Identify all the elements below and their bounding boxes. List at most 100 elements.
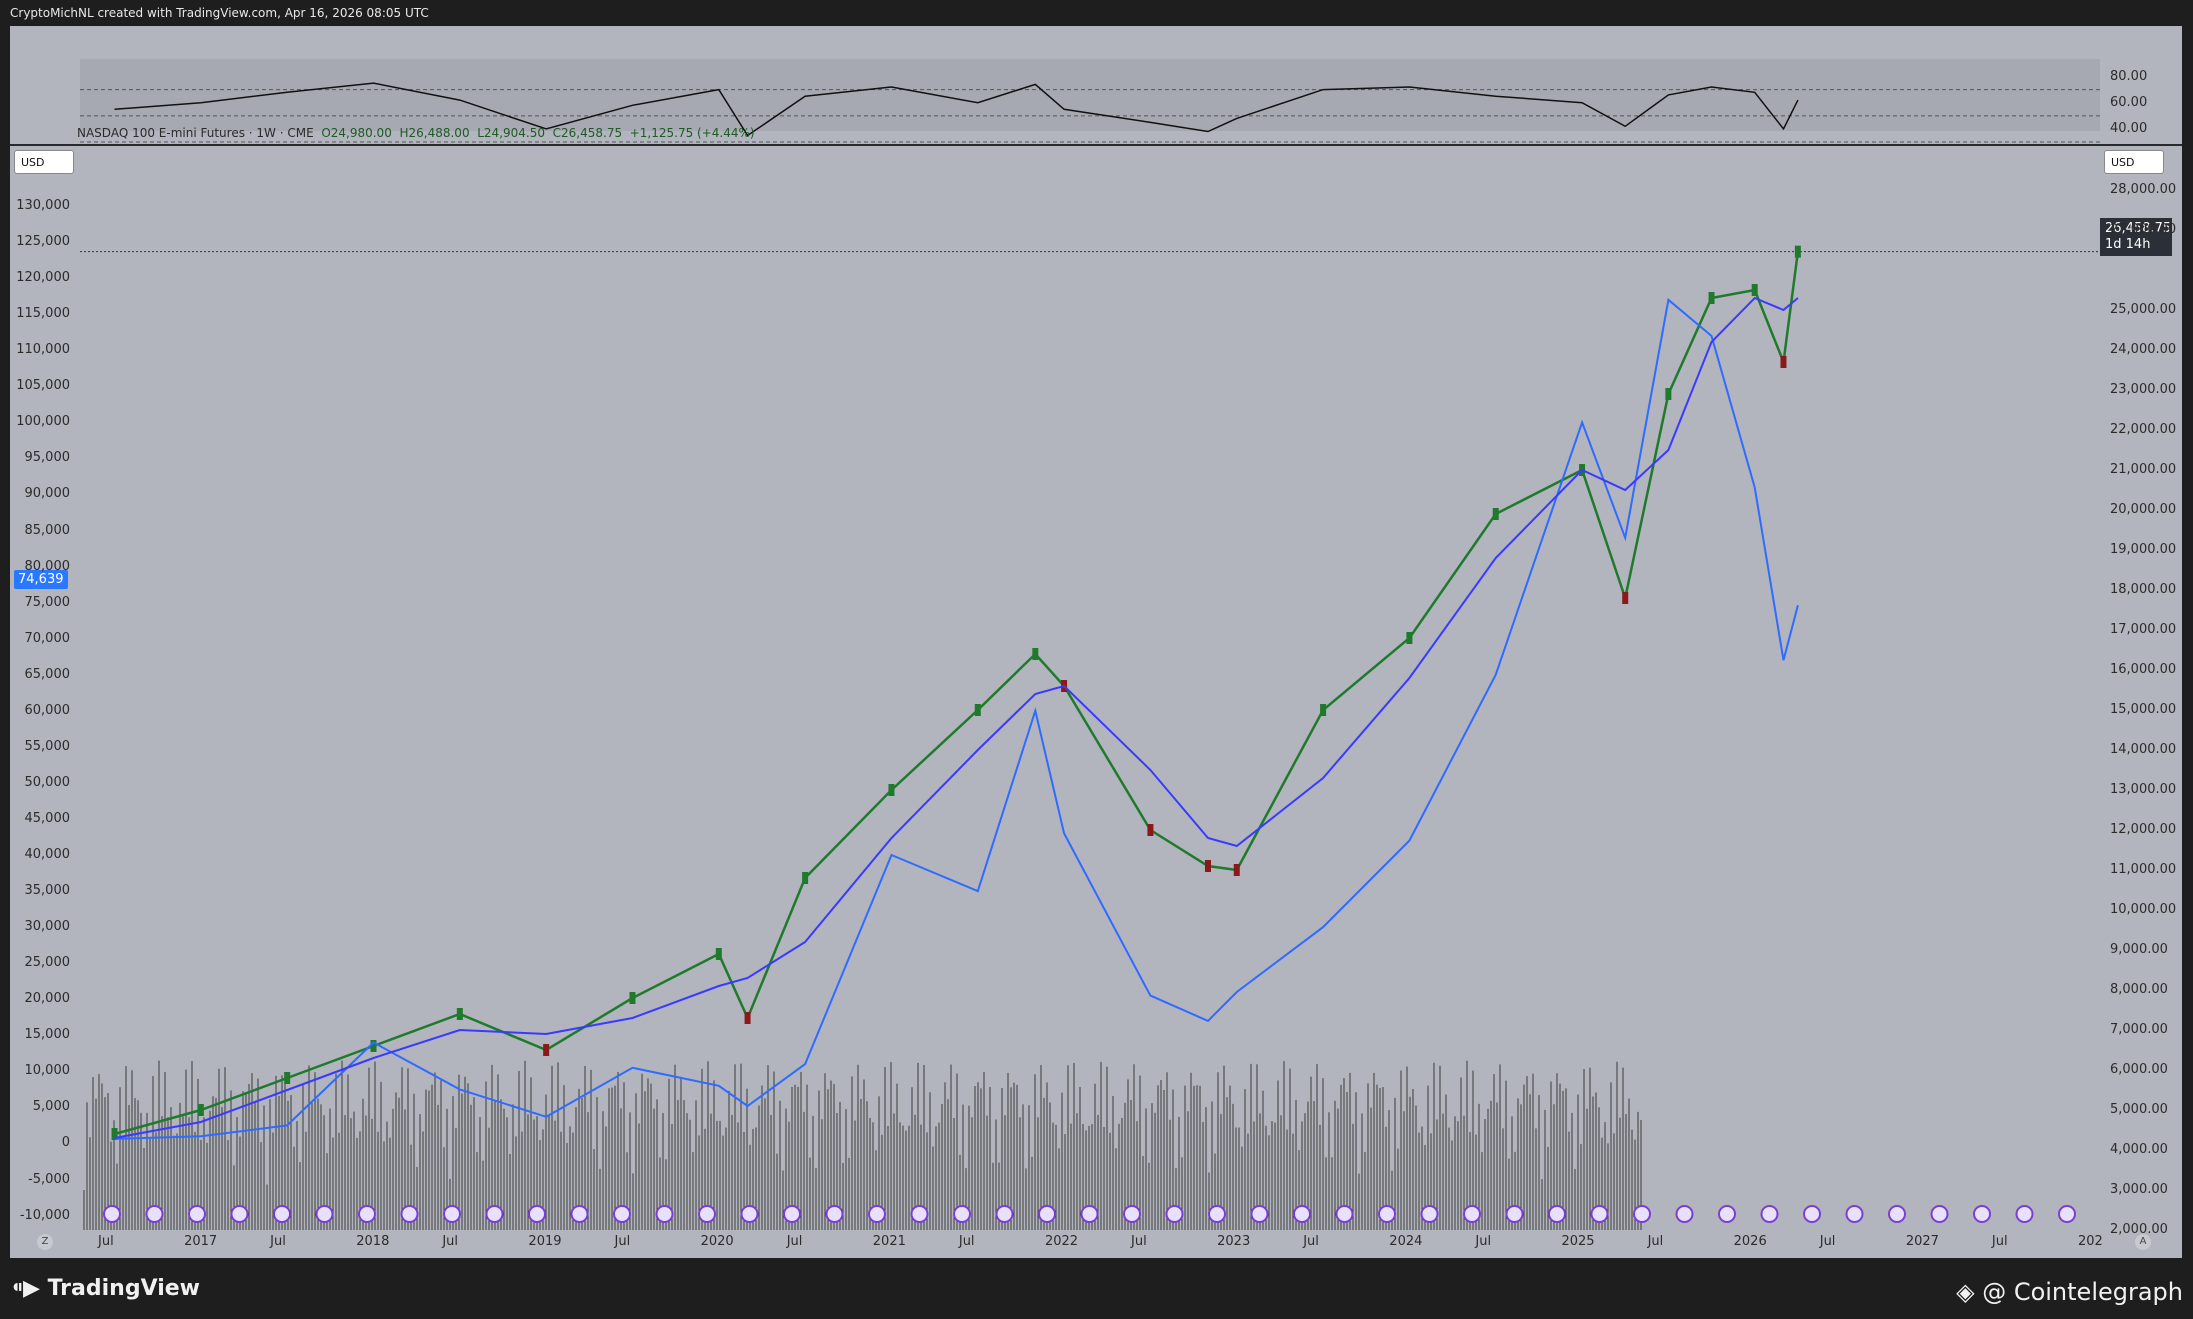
legend-open: O24,980.00 [321,126,392,140]
currency-right[interactable]: USD [2104,150,2164,174]
candle [543,1044,550,1056]
footer-bar [0,1258,2193,1319]
right-axis-label: 21,000.00 [2110,462,2177,477]
time-axis-label: Jul [1303,1234,1319,1249]
event-marker-icon [1675,1205,1694,1223]
event-marker-icon [1930,1205,1949,1223]
event-marker-icon [1590,1205,1609,1223]
right-axis-label: 4,000.00 [2110,1142,2168,1157]
candle [974,704,981,716]
tradingview-logo-icon: ⁌▶ [12,1276,48,1301]
candle [1794,245,1801,258]
rsi-pane[interactable] [10,26,2182,146]
time-axis-label: Jul [1647,1234,1664,1249]
right-axis-label: 24,000.00 [2110,342,2177,357]
event-marker-icon [103,1205,121,1223]
cointelegraph-icon: ◈ [1956,1278,1983,1306]
event-marker-icon [2058,1205,2076,1223]
event-marker-icon [230,1205,249,1223]
left-axis-label: 110,000 [16,342,70,358]
symbol-legend: NASDAQ 100 E-mini Futures · 1W · CME O24… [77,126,755,140]
event-marker-icon [1633,1205,1651,1223]
time-axis-label: Jul [1475,1234,1492,1249]
left-axis-label: 5,000 [32,1099,70,1115]
rsi-axis-label: 60.00 [2110,94,2148,110]
candle [1492,508,1499,520]
time-axis-label: Jul [786,1234,803,1249]
event-marker-icon [1463,1205,1481,1223]
log-scale-toggle[interactable]: Z [37,1234,53,1250]
event-marker-icon [1165,1205,1184,1223]
time-axis-label: 2018 [356,1234,390,1249]
event-marker-icon [868,1205,886,1223]
time-axis-label: 2021 [872,1234,906,1249]
tradingview-logo[interactable]: ⁌▶ TradingView [12,1276,200,1301]
event-marker-icon [655,1205,674,1223]
legend-symbol: NASDAQ 100 E-mini Futures · 1W · CME [77,126,314,140]
event-marker-icon [698,1205,716,1223]
auto-scale-toggle[interactable]: A [2135,1234,2151,1250]
blue-overlay-line [114,297,1799,1140]
left-axis-label: 30,000 [24,919,71,935]
event-marker-icon [1420,1205,1439,1223]
left-axis-label: 55,000 [24,738,71,754]
time-axis-label: Jul [270,1234,286,1249]
event-marker-icon [485,1205,504,1223]
candle [1665,388,1672,400]
right-axis-label: 13,000.00 [2110,782,2177,797]
left-axis-label: -5,000 [28,1171,70,1187]
candle [744,1012,751,1024]
rsi-band [80,59,2100,131]
right-axis-label: 11,000.00 [2110,862,2177,877]
credit-bar: CryptoMichNL created with TradingView.co… [0,0,2193,26]
time-axis-label: 2019 [528,1234,562,1249]
left-axis-label: 105,000 [16,378,70,394]
event-marker-icon [953,1205,971,1223]
event-marker-icon [1803,1205,1821,1223]
right-axis-label: 5,000.00 [2110,1102,2168,1117]
event-marker-icon [145,1205,164,1223]
candle [1751,284,1758,296]
chart-area[interactable] [10,26,2182,1258]
time-axis-label: 2020 [700,1234,734,1249]
left-axis-label: 85,000 [24,522,71,538]
right-axis-label: 23,000.00 [2110,382,2177,397]
time-axis-label: Jul [1819,1234,1836,1249]
right-axis-label: 6,000.00 [2110,1062,2168,1077]
candle [1708,292,1715,304]
left-axis-label: 115,000 [16,306,70,322]
time-axis-label: 2027 [1905,1234,1939,1249]
time-axis-label: Jul [442,1234,459,1249]
event-marker-icon [315,1205,334,1223]
left-axis-label: -10,000 [19,1207,70,1223]
right-axis-label: 20,000.00 [2110,502,2177,517]
right-axis-label: 16,000.00 [2110,662,2177,677]
tradingview-brand: TradingView [47,1276,200,1301]
candle [1147,824,1154,836]
left-axis-label: 10,000 [24,1063,71,1079]
left-axis-label: 20,000 [24,991,71,1007]
candle [1032,648,1039,660]
time-axis-label: 2023 [1217,1234,1251,1249]
time-axis-label: Jul [1131,1234,1147,1249]
right-axis-label: 18,000.00 [2110,582,2177,597]
event-marker-icon [910,1205,929,1223]
candle [456,1008,463,1020]
left-axis-label: 35,000 [24,883,71,899]
rsi-line [114,82,1799,137]
right-axis-label: 14,000.00 [2110,742,2177,757]
left-axis-label: 75,000 [24,594,71,610]
right-axis-label: 10,000.00 [2110,902,2177,917]
watermark-text: @ Cointelegraph [1982,1278,2183,1306]
event-marker-icon [1250,1205,1269,1223]
candle [111,1128,118,1140]
event-marker-icon [740,1205,759,1223]
event-marker-icon [1845,1205,1864,1223]
event-marker-icon [1038,1205,1056,1223]
right-axis-label: 22,000.00 [2110,422,2177,437]
left-axis-label: 45,000 [24,810,71,826]
currency-left[interactable]: USD [14,150,74,174]
left-axis-label: 50,000 [24,774,71,790]
event-marker-icon [995,1205,1014,1223]
candle [1406,632,1413,644]
